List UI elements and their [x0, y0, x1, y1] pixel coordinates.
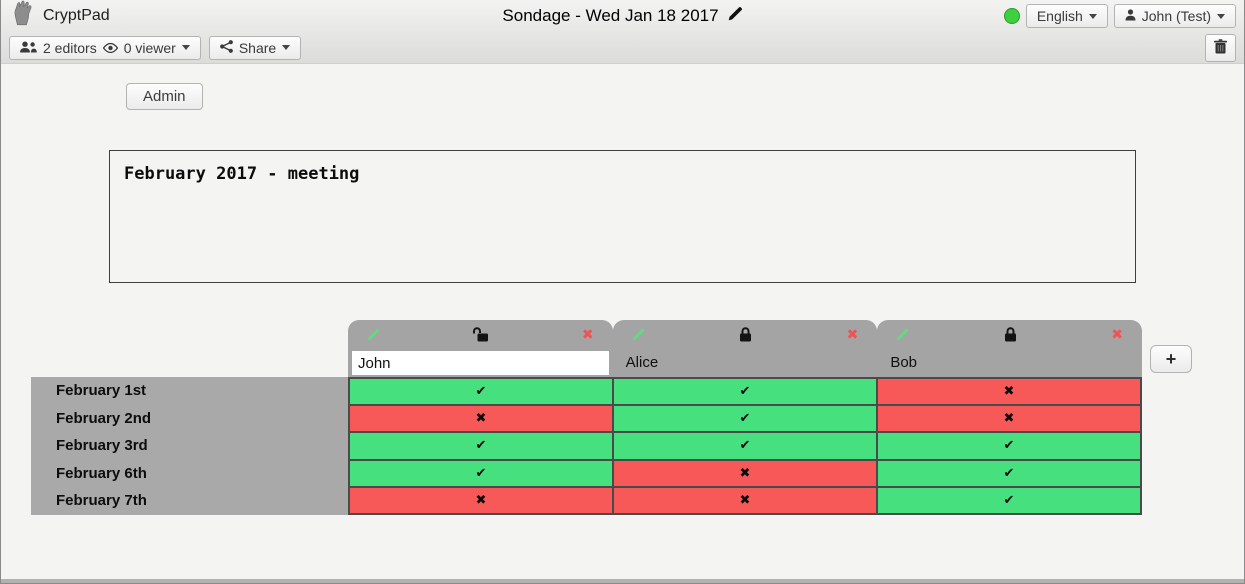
- vote-cell-yes[interactable]: ✔: [876, 458, 1142, 488]
- chevron-down-icon: [1217, 13, 1225, 19]
- poll-column-name-cell: Alice: [613, 349, 878, 377]
- user-icon: [1125, 8, 1136, 24]
- edit-column-pencil-icon[interactable]: [367, 328, 380, 341]
- table-row: ✖ ✔ ✖: [348, 404, 1142, 434]
- poll-column-tab: ✖: [348, 320, 613, 377]
- poll-description-textarea[interactable]: February 2017 - meeting: [109, 150, 1136, 283]
- cryptpad-fist-logo-icon: [9, 0, 36, 32]
- admin-button[interactable]: Admin: [126, 83, 203, 110]
- second-toolbar-right: [1205, 33, 1236, 62]
- column-name-input[interactable]: [352, 351, 609, 375]
- language-label: English: [1036, 8, 1083, 24]
- language-dropdown[interactable]: English: [1025, 4, 1108, 28]
- user-menu-dropdown[interactable]: John (Test): [1113, 4, 1236, 28]
- lock-icon[interactable]: [739, 327, 752, 342]
- vote-cell-no[interactable]: ✖: [348, 485, 614, 515]
- trash-button[interactable]: [1205, 33, 1236, 62]
- vote-cell-no[interactable]: ✖: [348, 404, 614, 434]
- vote-cell-yes[interactable]: ✔: [348, 458, 614, 488]
- second-toolbar: 2 editors 0 viewer Share: [1, 32, 1244, 64]
- viewers-count-label: 0 viewer: [123, 39, 176, 56]
- row-label: February 7th: [56, 492, 147, 510]
- column-name-label: Bob: [890, 354, 918, 371]
- share-icon: [219, 39, 233, 56]
- share-label: Share: [238, 39, 277, 56]
- vote-cell-yes[interactable]: ✔: [876, 485, 1142, 515]
- editors-count-label: 2 editors: [43, 39, 97, 56]
- vote-cell-no[interactable]: ✖: [612, 458, 878, 488]
- top-bar: CryptPad Sondage - Wed Jan 18 2017 Engli…: [1, 0, 1244, 32]
- vote-cell-yes[interactable]: ✔: [348, 376, 614, 407]
- table-row: ✔ ✔ ✔: [348, 431, 1142, 461]
- user-name-label: John (Test): [1141, 8, 1211, 24]
- column-name-label: Alice: [625, 354, 659, 371]
- chevron-down-icon: [282, 45, 291, 50]
- vote-cell-yes[interactable]: ✔: [876, 431, 1142, 461]
- rename-pencil-icon[interactable]: [728, 6, 743, 26]
- poll-column-tab: ✖ Bob: [877, 320, 1142, 377]
- row-label: February 3rd: [56, 437, 148, 455]
- share-dropdown[interactable]: Share: [208, 35, 302, 60]
- editors-icon: [20, 40, 37, 56]
- connection-status-dot: [1003, 8, 1020, 24]
- chevron-down-icon: [181, 45, 190, 50]
- remove-column-icon[interactable]: ✖: [1111, 326, 1123, 343]
- poll-votes-grid: ✔ ✔ ✖ ✖ ✔ ✖ ✔ ✔ ✔ ✔ ✖ ✔ ✖ ✖ ✔: [348, 376, 1142, 515]
- top-bar-right: English John (Test): [1003, 4, 1236, 28]
- poll-votes-tbody: ✔ ✔ ✖ ✖ ✔ ✖ ✔ ✔ ✔ ✔ ✖ ✔ ✖ ✖ ✔: [348, 376, 1142, 515]
- document-title: Sondage - Wed Jan 18 2017: [502, 6, 719, 25]
- app-title: CryptPad: [43, 7, 110, 24]
- table-row: ✔ ✖ ✔: [348, 458, 1142, 488]
- edit-column-pencil-icon[interactable]: [896, 328, 909, 341]
- vote-cell-yes[interactable]: ✔: [612, 404, 878, 434]
- chevron-down-icon: [1088, 13, 1097, 19]
- vote-cell-no[interactable]: ✖: [876, 376, 1142, 407]
- viewers-eye-icon: [102, 40, 119, 56]
- vote-cell-no[interactable]: ✖: [876, 404, 1142, 434]
- vote-cell-yes[interactable]: ✔: [348, 431, 614, 461]
- edit-column-pencil-icon[interactable]: [632, 328, 645, 341]
- toolbar-area: CryptPad Sondage - Wed Jan 18 2017 Engli…: [1, 0, 1244, 64]
- poll-column-tab-icons: ✖: [877, 320, 1142, 349]
- editors-viewers-dropdown[interactable]: 2 editors 0 viewer: [9, 35, 201, 60]
- document-title-group: Sondage - Wed Jan 18 2017: [502, 0, 742, 32]
- table-row: ✖ ✖ ✔: [348, 485, 1142, 515]
- poll-column-name-cell: [348, 351, 613, 379]
- poll-column-tabs: ✖ ✖ Alice ✖ Bob: [348, 320, 1231, 377]
- remove-column-icon[interactable]: ✖: [581, 326, 594, 343]
- row-label: February 2nd: [56, 409, 152, 427]
- row-label: February 1st: [56, 382, 147, 399]
- add-column-button[interactable]: +: [1150, 345, 1192, 373]
- window-bottom-edge: [1, 579, 1244, 583]
- vote-cell-yes[interactable]: ✔: [612, 431, 878, 461]
- remove-column-icon[interactable]: ✖: [846, 326, 859, 343]
- poll-column-tab: ✖ Alice: [612, 320, 878, 377]
- lock-icon[interactable]: [1004, 327, 1017, 342]
- unlock-icon[interactable]: [472, 327, 489, 342]
- vote-cell-no[interactable]: ✖: [612, 485, 878, 515]
- row-label: February 6th: [56, 464, 147, 482]
- poll-column-tab-icons: ✖: [348, 320, 613, 349]
- trash-icon: [1214, 38, 1227, 57]
- table-row: ✔ ✔ ✖: [348, 376, 1142, 407]
- poll-column-tab-icons: ✖: [613, 320, 878, 349]
- poll-body: February 1st February 2nd February 3rd Febr…: [31, 376, 1231, 515]
- poll-column-name-cell: Bob: [877, 349, 1142, 377]
- vote-cell-yes[interactable]: ✔: [612, 376, 878, 407]
- poll-row-labels: February 1st February 2nd February 3rd Febr…: [31, 377, 348, 515]
- cryptpad-brand[interactable]: CryptPad: [9, 0, 110, 32]
- main-content: Admin February 2017 - meeting ✖✖Alice✖Bo…: [1, 64, 1244, 580]
